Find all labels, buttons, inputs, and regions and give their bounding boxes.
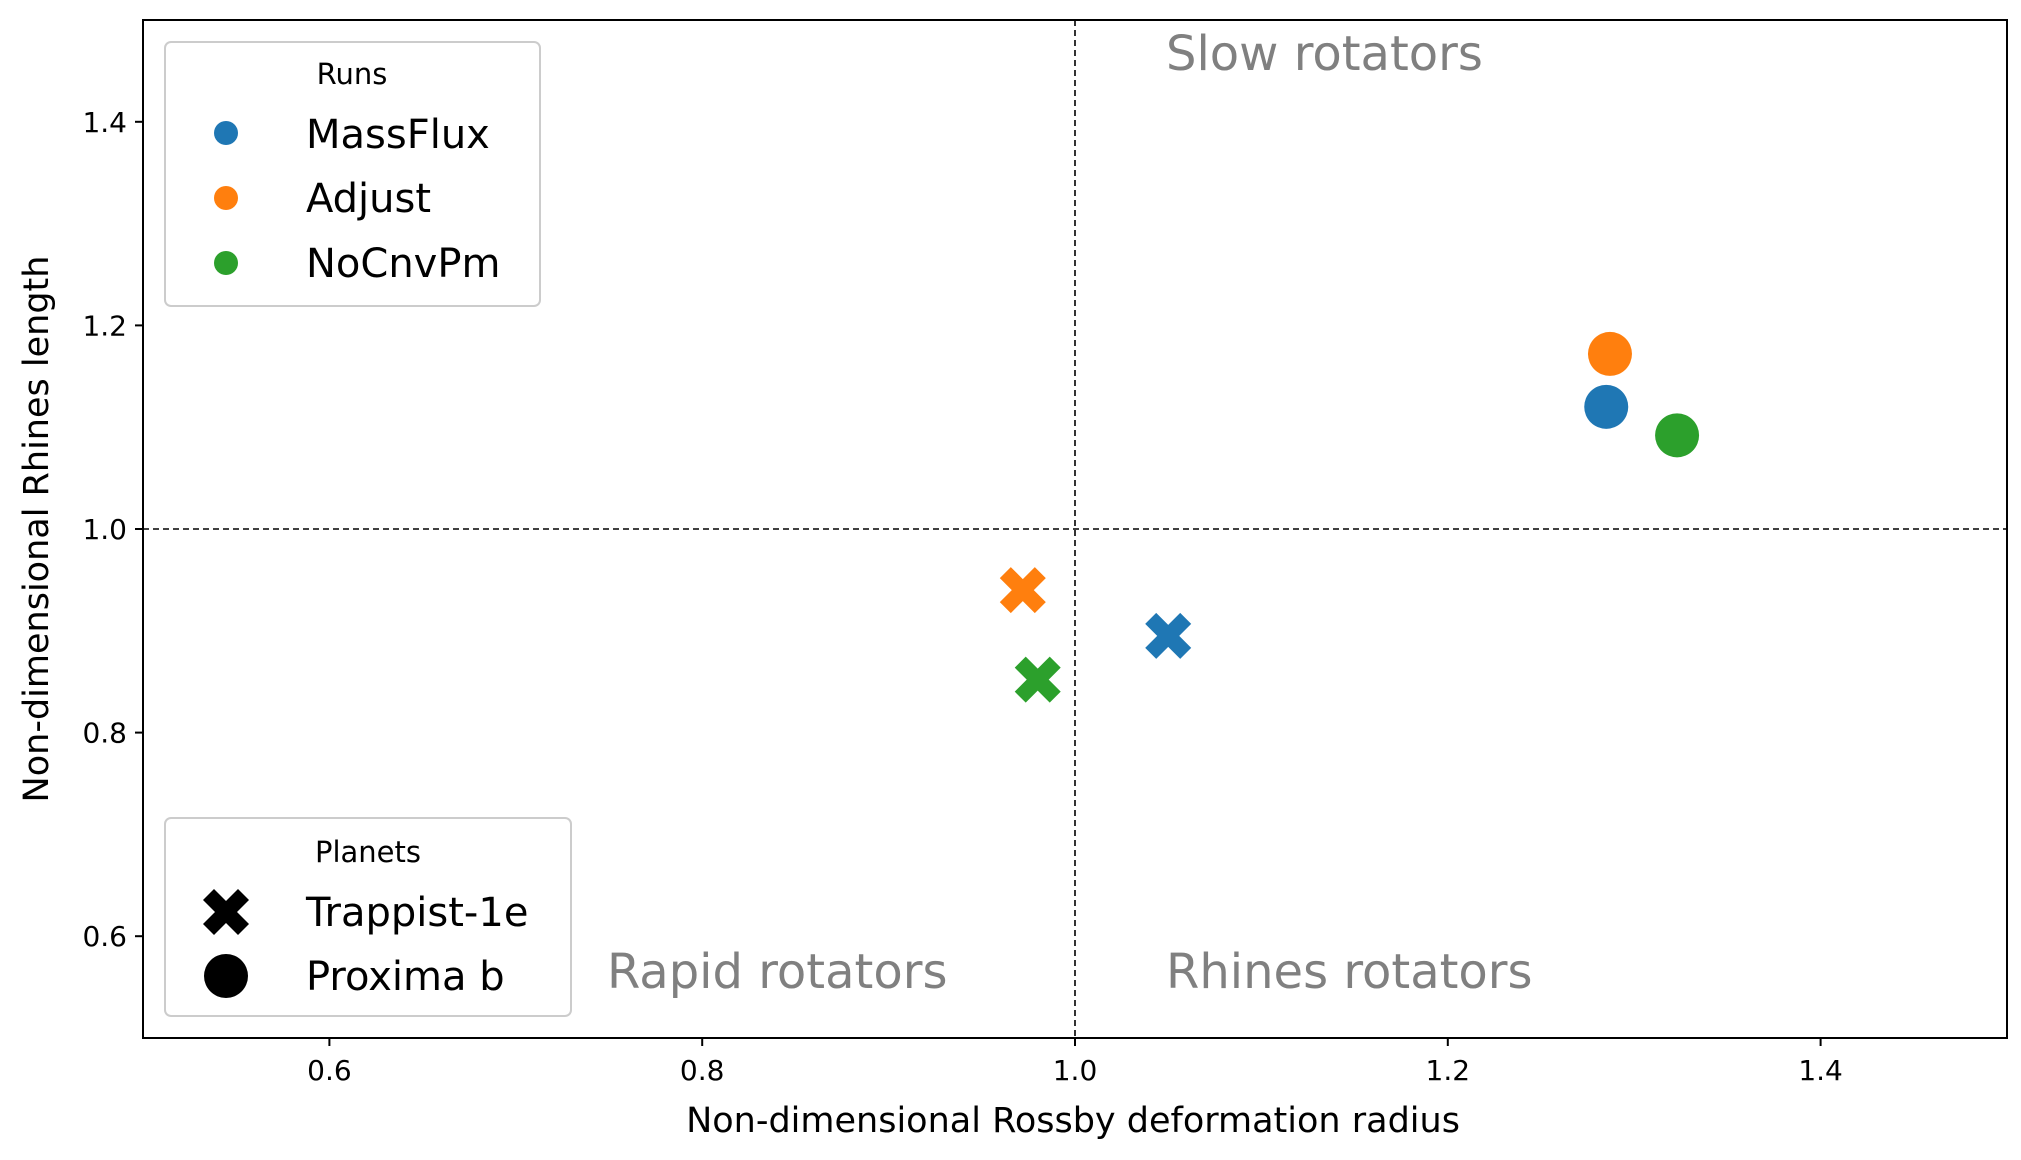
y-axis-label: Non-dimensional Rhines length — [17, 256, 57, 803]
point-massflux-proxima-b — [1584, 384, 1629, 429]
rapid-rotators-label: Rapid rotators — [607, 944, 947, 1000]
legend-label-trappist: Trappist-1e — [305, 890, 528, 936]
legend-marker-massflux — [214, 121, 238, 145]
point-massflux-trappist-1e — [1145, 612, 1192, 659]
y-tick-label: 1.4 — [82, 106, 127, 139]
x-axis-ticks: 0.6 0.8 1.0 1.2 1.4 — [307, 1038, 1843, 1087]
planets-legend-box — [164, 817, 572, 1017]
data-points — [999, 331, 1700, 703]
x-axis-label: Non-dimensional Rossby deformation radiu… — [686, 1101, 1460, 1141]
legend-marker-proxima-circle-icon — [204, 954, 248, 998]
legend-label-massflux: MassFlux — [306, 112, 490, 158]
x-tick-label: 1.2 — [1426, 1054, 1471, 1087]
legend-label-adjust: Adjust — [306, 176, 431, 222]
legend-marker-nocnvpm — [214, 251, 238, 275]
y-tick-label: 1.0 — [82, 513, 127, 546]
rhines-rotators-label: Rhines rotators — [1166, 944, 1533, 1000]
point-nocnvpm-trappist-1e — [1014, 656, 1061, 703]
legend-label-nocnvpm: NoCnvPm — [306, 241, 500, 287]
point-nocnvpm-proxima-b — [1655, 413, 1700, 458]
legend-marker-trappist-x-icon — [203, 889, 249, 935]
point-adjust-trappist-1e — [999, 567, 1046, 614]
planets-legend: Planets Trappist-1e Proxima b — [164, 817, 572, 1017]
slow-rotators-label: Slow rotators — [1166, 26, 1483, 82]
x-tick-label: 1.0 — [1053, 1054, 1098, 1087]
x-tick-label: 1.4 — [1798, 1054, 1843, 1087]
y-tick-label: 0.6 — [82, 920, 127, 953]
legend-marker-adjust — [214, 186, 238, 210]
y-axis-ticks: 0.6 0.8 1.0 1.2 1.4 — [82, 106, 143, 953]
planets-legend-title: Planets — [315, 835, 421, 869]
y-tick-label: 0.8 — [82, 717, 127, 750]
runs-legend: Runs MassFlux Adjust NoCnvPm — [164, 41, 541, 307]
legend-label-proxima: Proxima b — [306, 954, 505, 1000]
runs-legend-box — [164, 41, 541, 307]
y-tick-label: 1.2 — [82, 309, 127, 342]
runs-legend-title: Runs — [317, 57, 388, 91]
point-adjust-proxima-b — [1587, 331, 1632, 376]
x-tick-label: 0.6 — [307, 1054, 352, 1087]
x-tick-label: 0.8 — [680, 1054, 725, 1087]
